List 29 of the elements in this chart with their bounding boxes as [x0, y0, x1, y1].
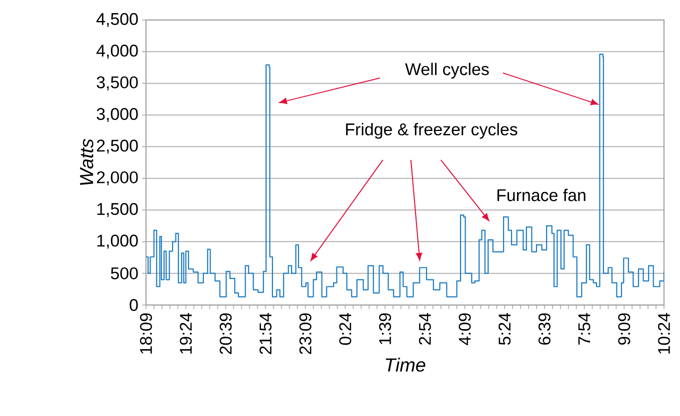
- y-tick-label: 500: [110, 267, 138, 280]
- y-tick-label: 0: [130, 299, 138, 311]
- x-tick-label: 18:09: [140, 313, 152, 354]
- x-tick-label: 7:54: [578, 313, 590, 345]
- y-tick-label: 4,500: [96, 13, 138, 28]
- x-axis-title: Time: [386, 358, 426, 372]
- y-tick-label: 3,500: [96, 76, 138, 90]
- x-tick-label: 5:24: [498, 313, 511, 345]
- annotation: Fridge & freezer cycles: [346, 122, 518, 139]
- x-tick-label: 0:24: [339, 313, 352, 345]
- y-axis-title: Watts: [80, 138, 94, 185]
- x-tick-label: 21:54: [260, 313, 272, 354]
- x-tick-label: 10:24: [658, 313, 670, 354]
- x-tick-label: 2:54: [418, 313, 431, 345]
- x-tick-label: 19:24: [180, 313, 192, 354]
- x-tick-label: 1:39: [379, 313, 392, 344]
- x-tick-label: 20:39: [220, 313, 232, 354]
- annotation: Well cycles: [405, 62, 489, 79]
- y-tick-label: 1,500: [97, 203, 138, 217]
- x-tick-label: 23:09: [299, 313, 312, 354]
- x-tick-label: 6:39: [538, 313, 550, 345]
- annotation: Furnace fan: [497, 188, 586, 202]
- y-tick-label: 1,000: [97, 234, 138, 249]
- y-tick-label: 2,000: [96, 171, 138, 186]
- y-tick-label: 2,500: [96, 140, 138, 154]
- x-tick-label: 4:09: [458, 313, 471, 346]
- y-tick-label: 3,000: [96, 108, 138, 122]
- y-tick-label: 4,000: [96, 44, 138, 59]
- x-tick-label: 9:09: [618, 313, 630, 345]
